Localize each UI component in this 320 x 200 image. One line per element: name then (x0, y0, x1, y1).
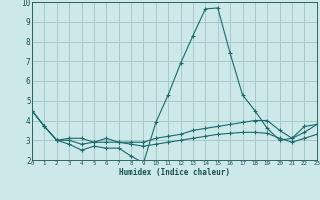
X-axis label: Humidex (Indice chaleur): Humidex (Indice chaleur) (119, 168, 230, 177)
